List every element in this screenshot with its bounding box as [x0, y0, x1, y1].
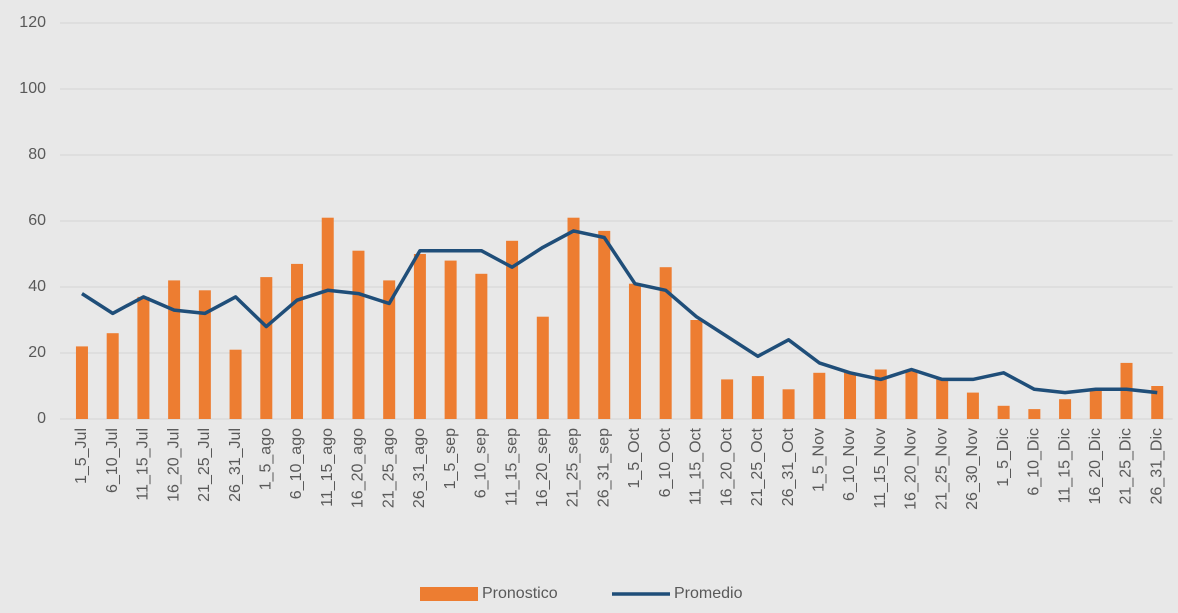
- x-tick-label: 21_25_Nov: [933, 428, 950, 510]
- bar: [1089, 389, 1102, 419]
- bar: [198, 290, 211, 419]
- legend-label: Pronostico: [482, 585, 558, 602]
- bar: [598, 230, 611, 419]
- bar: [506, 240, 519, 419]
- bar: [905, 369, 918, 419]
- x-tick-label: 6_10_Jul: [104, 428, 121, 493]
- x-tick-label: 21_25_ago: [380, 428, 397, 508]
- bar: [628, 283, 641, 419]
- x-tick-label: 26_31_sep: [595, 428, 612, 507]
- x-tick-label: 11_15_sep: [503, 428, 520, 506]
- x-tick-label: 6_10_sep: [473, 428, 490, 498]
- x-tick-label: 26_31_Jul: [227, 428, 244, 502]
- bar: [1059, 399, 1072, 419]
- bar: [659, 267, 672, 419]
- bar: [383, 280, 396, 419]
- bar: [936, 379, 949, 419]
- bar: [874, 369, 887, 419]
- x-tick-label: 1_5_Jul: [73, 428, 90, 484]
- x-tick-label: 1_5_Nov: [811, 428, 828, 492]
- bar: [721, 379, 734, 419]
- bar: [475, 273, 488, 419]
- bar: [813, 372, 826, 419]
- y-tick-label: 0: [37, 410, 46, 427]
- y-tick-label: 80: [28, 146, 46, 163]
- x-tick-label: 11_15_Oct: [688, 427, 705, 505]
- x-tick-label: 6_10_Dic: [1026, 428, 1043, 496]
- x-tick-label: 11_15_Dic: [1056, 428, 1073, 503]
- y-tick-label: 40: [28, 278, 46, 295]
- legend-swatch: [420, 587, 478, 601]
- y-tick-label: 100: [19, 80, 46, 97]
- x-tick-label: 16_20_Dic: [1087, 428, 1104, 505]
- x-tick-label: 6_10_ago: [288, 428, 305, 499]
- bar: [997, 405, 1010, 419]
- x-tick-label: 16_20_Jul: [165, 428, 182, 502]
- x-tick-label: 16_20_Oct: [718, 427, 735, 506]
- bar: [321, 217, 334, 419]
- x-tick-label: 11_15_ago: [319, 428, 336, 507]
- x-tick-label: 26_31_Oct: [780, 427, 797, 506]
- x-tick-label: 1_5_Dic: [995, 428, 1012, 487]
- bar: [567, 217, 580, 419]
- x-tick-label: 1_5_ago: [258, 428, 275, 490]
- y-tick-label: 60: [28, 212, 46, 229]
- bar: [106, 333, 119, 419]
- bar: [352, 250, 365, 419]
- bar: [75, 346, 88, 419]
- bar: [751, 376, 764, 419]
- x-tick-label: 6_10_Oct: [657, 427, 674, 497]
- bar: [1028, 409, 1041, 419]
- bar: [413, 254, 426, 419]
- x-tick-label: 21_25_Jul: [196, 428, 213, 502]
- bar: [782, 389, 795, 419]
- x-tick-label: 1_5_Oct: [626, 427, 643, 488]
- x-tick-label: 11_15_Nov: [872, 428, 889, 509]
- bar: [536, 316, 549, 419]
- bar: [260, 277, 273, 419]
- x-tick-label: 21_25_sep: [565, 428, 582, 507]
- bar: [966, 392, 979, 419]
- bar: [168, 280, 181, 419]
- bar: [844, 372, 857, 419]
- x-tick-label: 6_10_Nov: [841, 428, 858, 501]
- bar: [291, 263, 304, 419]
- y-tick-label: 20: [28, 344, 46, 361]
- y-tick-label: 120: [19, 14, 46, 31]
- x-tick-label: 16_20_ago: [350, 428, 367, 508]
- x-tick-label: 11_15_Jul: [135, 428, 152, 501]
- x-tick-label: 26_30_Nov: [964, 428, 981, 510]
- x-tick-label: 26_31_ago: [411, 428, 428, 508]
- line: [81, 229, 1158, 395]
- x-tick-label: 16_20_sep: [534, 428, 551, 507]
- bar: [690, 320, 703, 419]
- x-tick-label: 21_25_Dic: [1118, 428, 1135, 505]
- x-tick-label: 1_5_sep: [442, 428, 459, 489]
- legend-label: Promedio: [674, 585, 743, 602]
- bar: [444, 260, 457, 419]
- bar: [229, 349, 242, 419]
- bar: [1151, 386, 1164, 419]
- x-tick-label: 26_31_Dic: [1148, 428, 1165, 505]
- x-tick-label: 16_20_Nov: [903, 428, 920, 510]
- bar: [137, 296, 150, 419]
- x-tick-label: 21_25_Oct: [749, 427, 766, 506]
